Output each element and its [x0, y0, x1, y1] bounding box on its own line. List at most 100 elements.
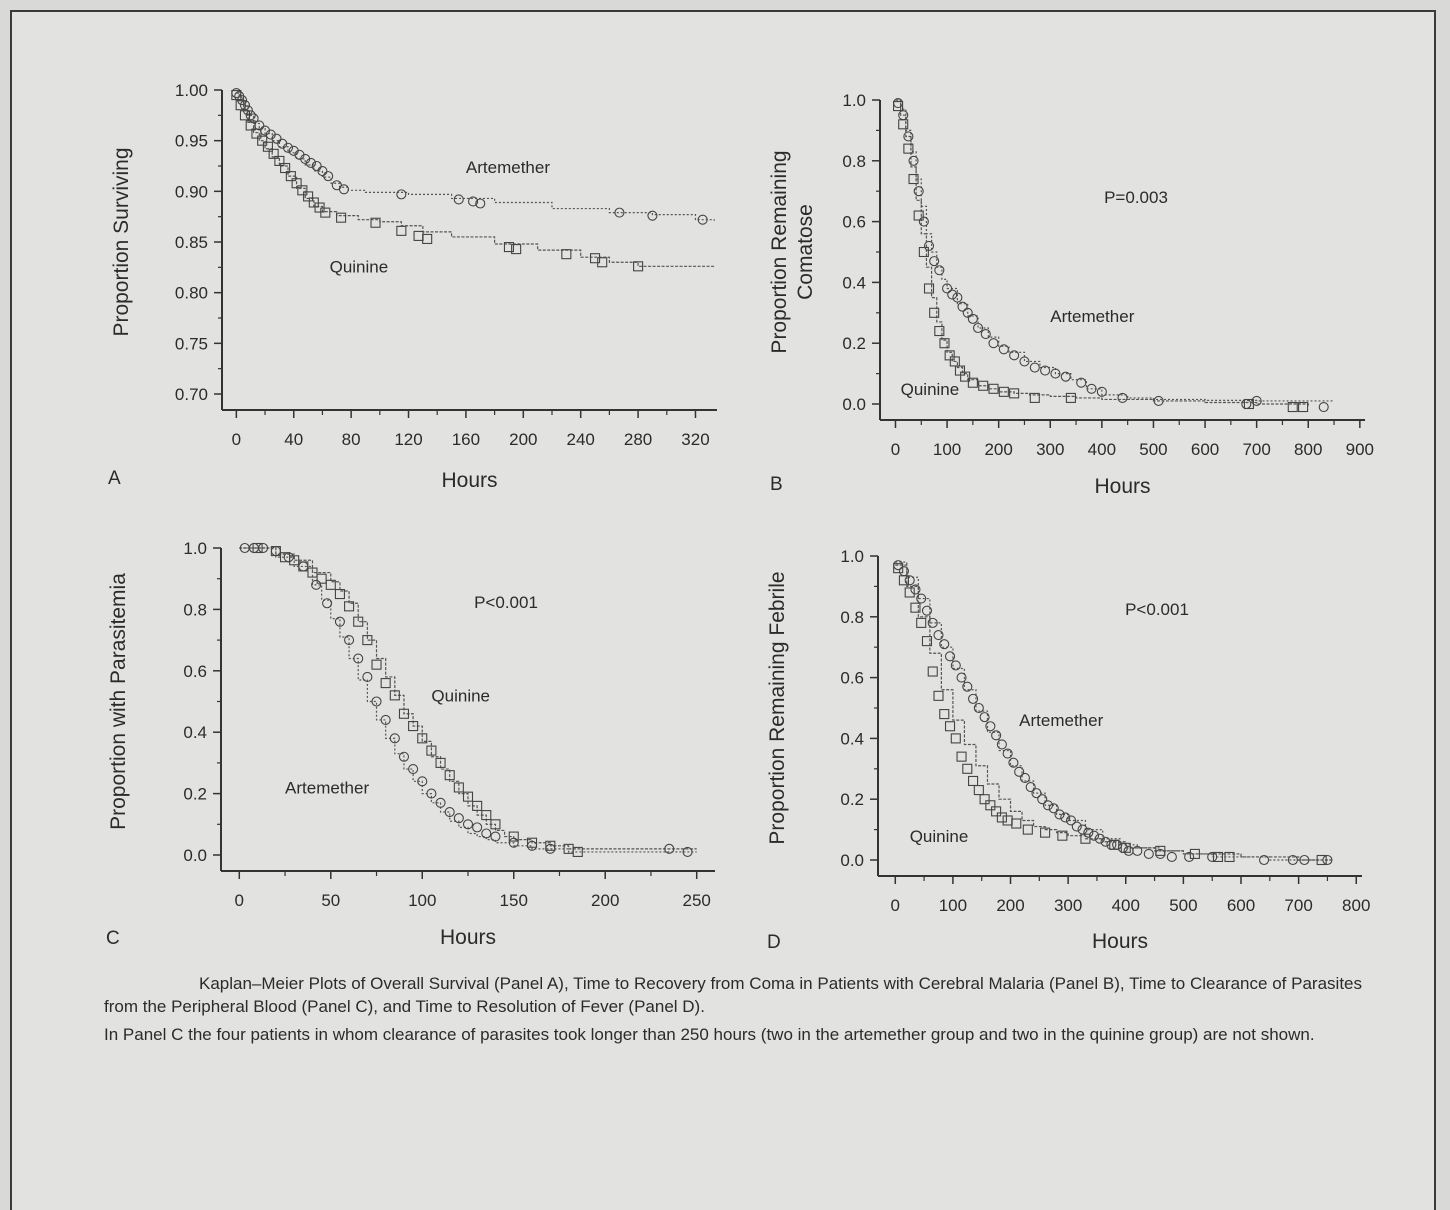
series-label: Quinine: [431, 687, 490, 706]
km-step-line: [895, 561, 1334, 861]
censor-marker-circle: [996, 739, 1007, 750]
x-tick-label: 320: [681, 430, 709, 449]
x-tick-label: 240: [567, 430, 595, 449]
censor-marker-square: [967, 377, 978, 388]
censor-marker-circle: [967, 313, 978, 324]
censor-marker-square: [954, 365, 966, 376]
censor-marker-circle: [910, 584, 921, 595]
panel-d: 1.0 0.8 0.6 0.4 0.2 0.0 0 100 200 300 400 500 600 700…: [766, 547, 1370, 953]
censor-marker-circle: [1086, 383, 1097, 394]
censor-marker-circle: [682, 846, 693, 857]
censor-marker-circle: [979, 712, 990, 723]
censor-marker-square: [1040, 827, 1051, 838]
y-axis-title: Proportion Surviving: [110, 147, 133, 336]
x-tick-label: 700: [1242, 440, 1270, 459]
censor-marker-circle: [490, 831, 501, 842]
censor-marker-circle: [904, 575, 915, 586]
y-tick-label: 0.70: [175, 385, 208, 404]
censor-marker-circle: [398, 751, 410, 762]
censor-marker-circle: [1287, 854, 1298, 866]
censor-marker-square: [268, 148, 279, 159]
censor-marker-circle: [962, 681, 973, 692]
censor-marker-square: [334, 588, 345, 600]
y-tick-label: 1.0: [840, 547, 864, 566]
censor-marker-square: [291, 178, 302, 189]
censor-marker-circle: [298, 561, 309, 572]
y-tick-label: 0.0: [183, 846, 207, 865]
censor-marker-circle: [1060, 371, 1071, 382]
censor-marker-square: [996, 812, 1007, 823]
censor-marker-circle: [972, 322, 984, 334]
censor-marker-circle: [697, 214, 708, 225]
censor-marker-circle: [929, 256, 940, 267]
series-label: Artemether: [285, 779, 369, 798]
y-axis-title: Proportion with Parasitemia: [107, 573, 130, 830]
censor-marker-circle: [944, 651, 956, 662]
series-quinine: Quinine: [231, 90, 715, 276]
censor-marker-square: [949, 356, 960, 367]
censor-marker-circle: [1166, 851, 1177, 863]
censor-marker-square: [314, 202, 325, 213]
x-tick-label: 0: [891, 440, 900, 459]
censor-marker-circle: [353, 653, 364, 664]
censor-marker-square: [262, 141, 273, 152]
censor-marker-circle: [1048, 803, 1059, 814]
x-tick-label: 150: [500, 891, 528, 910]
censor-marker-circle: [526, 840, 538, 851]
censor-marker-square: [998, 386, 1009, 397]
series-artemether: Artemether: [893, 97, 1335, 413]
y-tick-label: 0.6: [842, 213, 866, 232]
censor-marker-square: [939, 338, 950, 349]
censor-marker-circle: [270, 546, 281, 557]
censor-marker-circle: [1083, 827, 1094, 838]
p-value-annotation: P<0.001: [1125, 600, 1189, 619]
censor-marker-circle: [453, 813, 464, 824]
x-tick-label: 50: [321, 891, 340, 910]
censor-marker-square: [320, 207, 331, 218]
censor-marker-circle: [271, 133, 282, 144]
censor-marker-square: [978, 380, 989, 391]
censor-marker-square: [1316, 854, 1327, 866]
censor-marker-circle: [973, 702, 984, 714]
censor-marker-square: [380, 678, 391, 689]
series-quinine: Quinine: [893, 563, 1334, 866]
censor-marker-circle: [472, 822, 483, 833]
censor-marker-circle: [934, 265, 945, 276]
censor-marker-circle: [305, 157, 317, 169]
censor-marker-square: [526, 837, 538, 848]
censor-marker-circle: [462, 819, 474, 830]
censor-marker-square: [1189, 848, 1200, 859]
censor-marker-circle: [939, 639, 950, 650]
y-tick-label: 0.2: [842, 334, 866, 353]
y-tick-label: 0.90: [175, 182, 208, 201]
censor-marker-circle: [371, 696, 382, 707]
x-axis-title: Hours: [441, 469, 497, 492]
censor-marker-square: [297, 185, 308, 196]
figure-caption: Kaplan–Meier Plots of Overall Survival (…: [104, 972, 1362, 1046]
censor-marker-square: [398, 708, 410, 719]
censor-marker-square: [370, 217, 381, 228]
x-tick-label: 400: [1112, 896, 1140, 915]
censor-marker-circle: [444, 806, 455, 818]
x-tick-label: 100: [933, 440, 961, 459]
y-tick-label: 0.2: [840, 790, 864, 809]
x-axis-title: Hours: [1094, 475, 1150, 498]
censor-marker-square: [944, 350, 955, 361]
x-tick-label: 600: [1191, 440, 1219, 459]
censor-marker-circle: [1031, 788, 1042, 799]
censor-marker-square: [968, 775, 979, 787]
censor-marker-square: [910, 602, 921, 613]
censor-marker-circle: [1071, 821, 1082, 832]
censor-marker-circle: [1132, 845, 1143, 856]
series-label: Artemether: [1019, 711, 1103, 730]
censor-marker-square: [979, 794, 990, 805]
censor-marker-circle: [389, 733, 400, 744]
censor-marker-circle: [311, 579, 322, 590]
x-tick-label: 200: [984, 440, 1012, 459]
censor-marker-square: [325, 579, 336, 590]
x-axis-title: Hours: [440, 926, 496, 949]
censor-marker-circle: [1050, 368, 1061, 379]
censor-marker-square: [389, 690, 400, 701]
censor-marker-circle: [952, 292, 963, 303]
